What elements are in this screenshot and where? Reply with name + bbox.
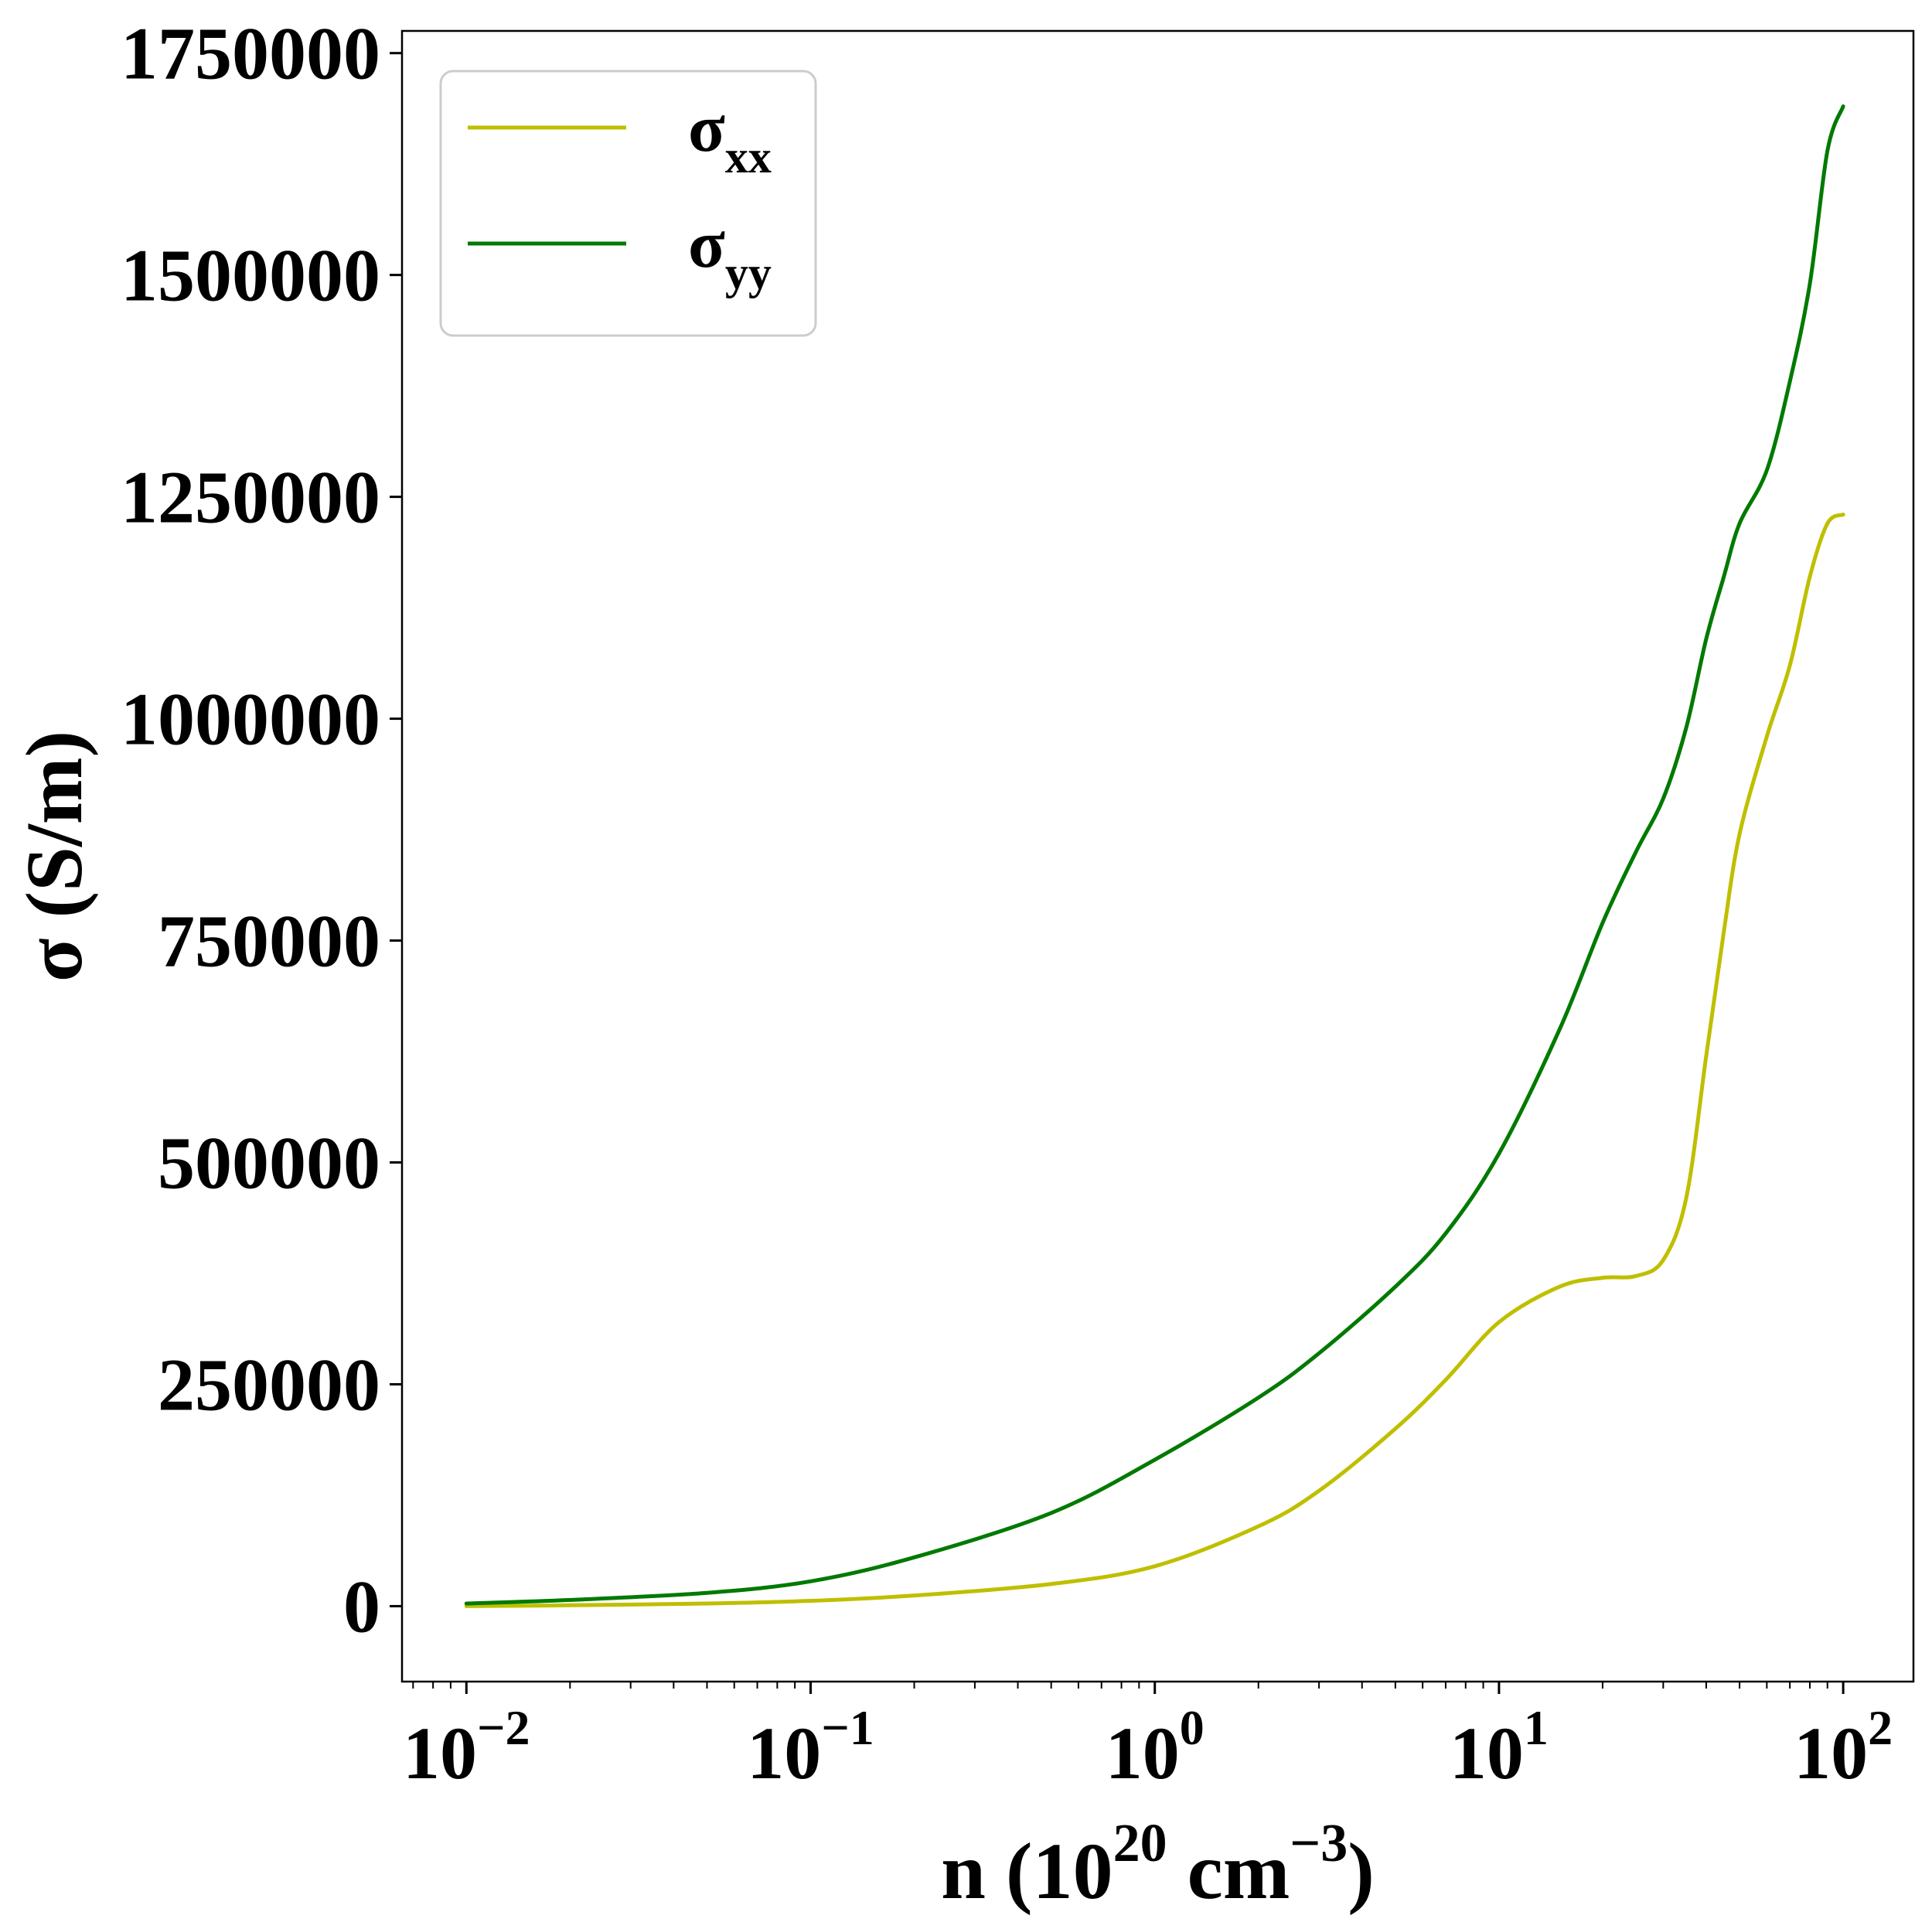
y-tick-label: 0 (343, 1565, 380, 1648)
legend-label-main: σ (688, 91, 725, 166)
x-axis-title-sup2: −3 (1290, 1814, 1348, 1873)
y-tick-label: 1500000 (121, 234, 380, 317)
x-axis-title-sup1: 20 (1113, 1814, 1167, 1873)
legend-label: σxx (688, 91, 772, 182)
y-tick-label: 1750000 (121, 12, 380, 95)
legend-label-sub: yy (725, 247, 772, 298)
y-tick-label: 1250000 (121, 456, 380, 539)
x-tick-label-base: 10 (1106, 1712, 1180, 1794)
y-tick-label: 250000 (158, 1343, 380, 1426)
x-tick-label-base: 10 (403, 1712, 477, 1794)
x-axis-title-end: ) (1348, 1827, 1375, 1916)
plot-marks: 0 250000 500000 750000 1000000 1250000 1500000… (10, 12, 1915, 1916)
x-axis-title: n (1020 cm−3) (941, 1814, 1375, 1916)
x-tick-label-exponent: 2 (1868, 1700, 1893, 1755)
x-tick-label-exponent: −2 (477, 1700, 530, 1755)
x-tick-label-base: 10 (1450, 1712, 1524, 1794)
x-tick-label: 102 (1794, 1700, 1893, 1794)
x-tick-label: 10−1 (747, 1700, 874, 1794)
y-tick-label: 750000 (158, 900, 380, 983)
x-axis-title-base: n (10 (941, 1827, 1113, 1916)
legend-label-main: σ (688, 207, 725, 282)
x-tick-label: 10−2 (403, 1700, 530, 1794)
y-tick-label: 500000 (158, 1122, 380, 1205)
y-tick-label: 1000000 (121, 678, 380, 761)
x-tick-label-exponent: 0 (1180, 1700, 1205, 1755)
legend-label: σyy (688, 207, 772, 298)
x-axis-title-mid: cm (1167, 1827, 1290, 1916)
legend-frame (439, 70, 817, 337)
x-tick-label-exponent: −1 (821, 1700, 874, 1755)
x-tick-label-exponent: 1 (1524, 1700, 1549, 1755)
x-tick-label: 101 (1450, 1700, 1549, 1794)
x-tick-label-base: 10 (747, 1712, 821, 1794)
series-line-sigma-xx (464, 513, 1845, 1608)
legend-label-sub: xx (725, 131, 772, 182)
series-line-sigma-yy (464, 104, 1845, 1606)
x-tick-label-base: 10 (1794, 1712, 1868, 1794)
plot-frame (400, 29, 1915, 1683)
y-axis-title: σ (S/m) (10, 731, 99, 982)
x-tick-label: 100 (1106, 1700, 1205, 1794)
